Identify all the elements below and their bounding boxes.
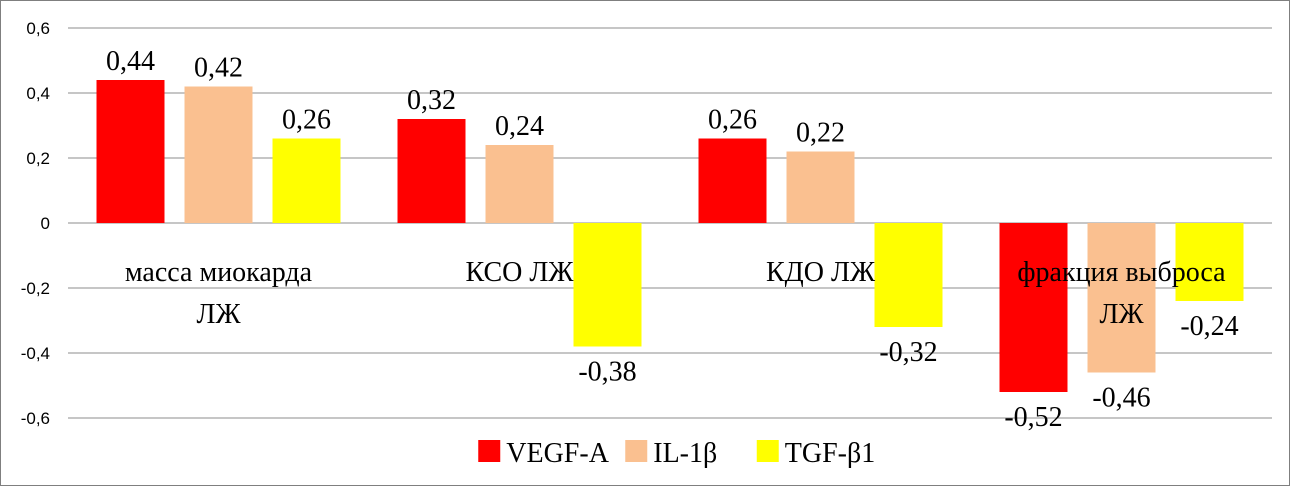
category-labels: масса миокарда ЛЖ КСО ЛЖ КДО ЛЖ фракция выбр… [125,257,1226,330]
bar [272,138,341,223]
data-label: 0,26 [708,105,757,136]
y-tick-label: 0,6 [26,19,50,38]
data-label: -0,46 [1092,383,1150,414]
legend-swatch [625,440,648,462]
legend: VEGF-A IL-1β TGF-β1 [478,438,875,469]
data-label: 0,24 [495,111,544,142]
y-tick-label: 0,4 [26,84,50,103]
y-tick-label: -0,4 [21,344,50,363]
bar [698,138,767,223]
legend-label: IL-1β [653,438,717,469]
category-label: ЛЖ [1099,299,1144,330]
gridlines [68,27,1272,419]
data-label: 0,32 [407,85,456,116]
category-label: масса миокарда [125,257,313,288]
category-label: фракция выброса [1017,257,1226,288]
data-label: -0,38 [578,357,636,388]
y-tick-label: 0 [41,214,50,233]
legend-label: TGF-β1 [785,438,875,469]
data-label: 0,22 [796,118,845,149]
bar [1087,223,1156,373]
bar [874,223,943,327]
bar [573,223,642,347]
data-label: -0,52 [1004,402,1062,433]
category-label: КДО ЛЖ [766,257,876,288]
data-label: -0,32 [879,337,937,368]
bar [184,86,253,223]
legend-swatch [756,440,779,462]
legend-label: VEGF-A [506,438,609,469]
data-label: 0,26 [282,105,331,136]
data-label: 0,44 [106,46,155,77]
category-label: КСО ЛЖ [466,257,575,288]
y-axis-ticks: 0,6 0,4 0,2 0 -0,2 -0,4 -0,6 [21,19,50,428]
bars [96,80,1244,392]
y-tick-label: -0,2 [21,279,50,298]
bar [786,151,855,223]
bar [1175,223,1244,301]
y-tick-label: 0,2 [26,149,50,168]
legend-swatch [478,440,501,462]
category-label: ЛЖ [196,299,241,330]
bar [96,80,165,223]
data-label: -0,24 [1180,311,1238,342]
y-tick-label: -0,6 [21,409,50,428]
bar [397,119,466,223]
data-label: 0,42 [194,53,243,84]
bar [485,145,554,223]
bar [999,223,1068,392]
data-labels: 0,44 0,42 0,26 0,32 0,24 -0,38 0,26 0,22 -0,32 -0… [106,46,1239,433]
